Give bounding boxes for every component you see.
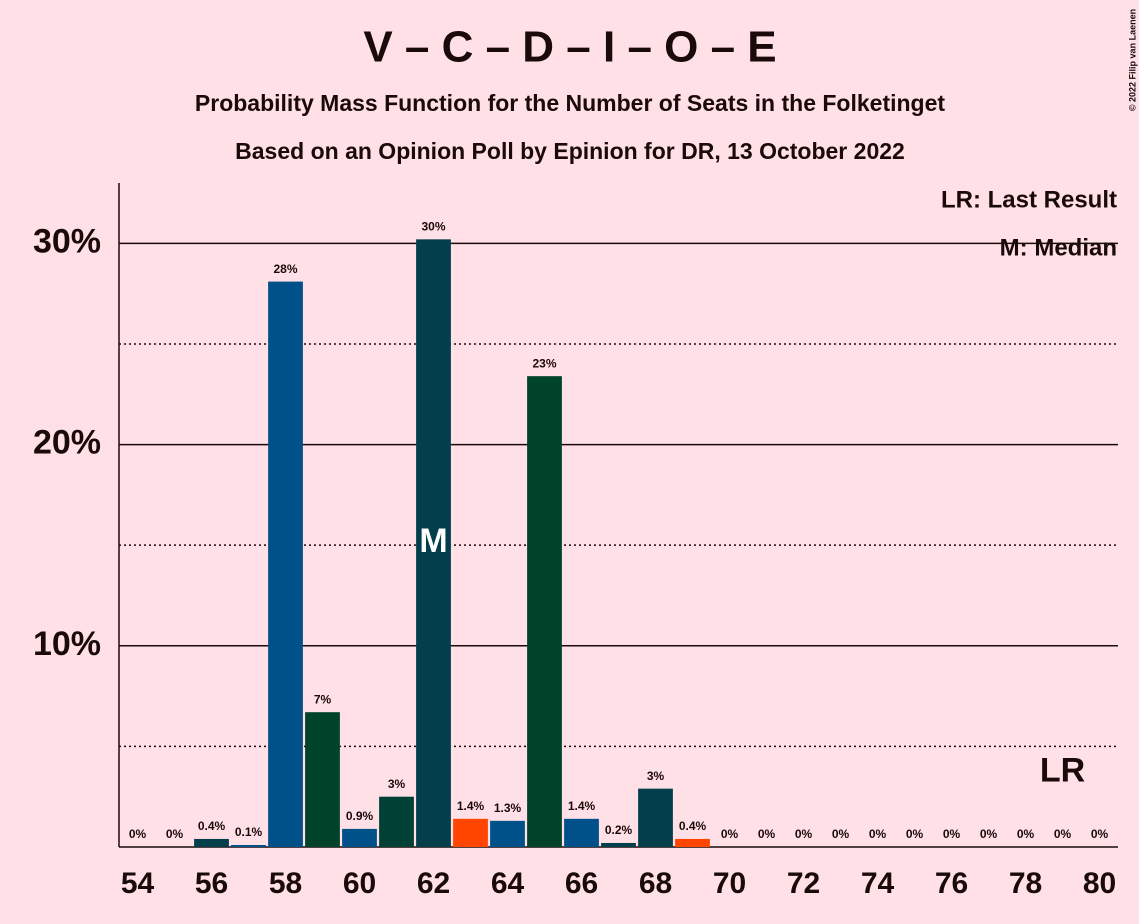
value-label: 0.4% <box>198 819 226 833</box>
value-label: 0% <box>795 827 813 841</box>
value-label: 3% <box>647 769 665 783</box>
bar <box>379 796 414 847</box>
x-tick-label: 70 <box>713 867 746 900</box>
value-label: 0.9% <box>346 809 374 823</box>
median-marker: M <box>419 522 447 560</box>
x-tick-label: 76 <box>935 867 968 900</box>
value-label: 0% <box>758 827 776 841</box>
x-tick-label: 54 <box>121 867 155 900</box>
legend-entry: LR: Last Result <box>941 186 1117 213</box>
value-label: 1.4% <box>568 799 596 813</box>
bar <box>453 818 488 847</box>
x-tick-label: 74 <box>861 867 895 900</box>
value-label: 0% <box>906 827 924 841</box>
bar <box>342 828 377 847</box>
last-result-marker: LR <box>1040 752 1085 790</box>
x-tick-label: 78 <box>1009 867 1042 900</box>
value-label: 0% <box>129 827 147 841</box>
value-label: 7% <box>314 692 332 706</box>
bar <box>416 239 451 847</box>
value-label: 0% <box>1054 827 1072 841</box>
bar <box>601 842 636 847</box>
bar <box>194 838 229 847</box>
y-tick-label: 10% <box>33 625 101 663</box>
value-label: 3% <box>388 777 406 791</box>
bar <box>564 818 599 847</box>
bar <box>675 838 710 847</box>
chart-subtitle: Based on an Opinion Poll by Epinion for … <box>235 138 905 164</box>
bar <box>231 844 266 847</box>
copyright: © 2022 Filip van Laenen <box>1127 9 1137 111</box>
value-label: 0% <box>721 827 739 841</box>
chart-title: V – C – D – I – O – E <box>363 23 776 72</box>
bar <box>268 281 303 847</box>
value-label: 0% <box>832 827 850 841</box>
bar <box>490 820 525 847</box>
value-label: 0% <box>943 827 961 841</box>
bar <box>527 376 562 847</box>
bar <box>305 712 340 847</box>
value-label: 0% <box>980 827 998 841</box>
x-tick-label: 68 <box>639 867 672 900</box>
value-label: 30% <box>421 220 445 234</box>
x-tick-label: 62 <box>417 867 450 900</box>
value-label: 0% <box>1017 827 1035 841</box>
x-tick-label: 66 <box>565 867 598 900</box>
y-tick-label: 20% <box>33 424 101 462</box>
value-label: 0.2% <box>605 823 633 837</box>
y-tick-label: 30% <box>33 222 101 260</box>
value-label: 28% <box>273 262 297 276</box>
x-tick-label: 56 <box>195 867 228 900</box>
x-tick-label: 64 <box>491 867 525 900</box>
value-label: 0% <box>1091 827 1109 841</box>
x-tick-label: 58 <box>269 867 302 900</box>
value-label: 23% <box>532 356 556 370</box>
value-label: 0% <box>869 827 887 841</box>
value-label: 0.1% <box>235 825 263 839</box>
value-label: 0.4% <box>679 819 707 833</box>
value-label: 1.3% <box>494 801 522 815</box>
legend-entry: M: Median <box>1000 234 1117 261</box>
chart-subtitle: Probability Mass Function for the Number… <box>195 90 945 116</box>
x-tick-label: 72 <box>787 867 820 900</box>
value-label: 0% <box>166 827 184 841</box>
bar <box>638 788 673 847</box>
x-tick-label: 80 <box>1083 867 1116 900</box>
value-label: 1.4% <box>457 799 485 813</box>
x-tick-label: 60 <box>343 867 376 900</box>
